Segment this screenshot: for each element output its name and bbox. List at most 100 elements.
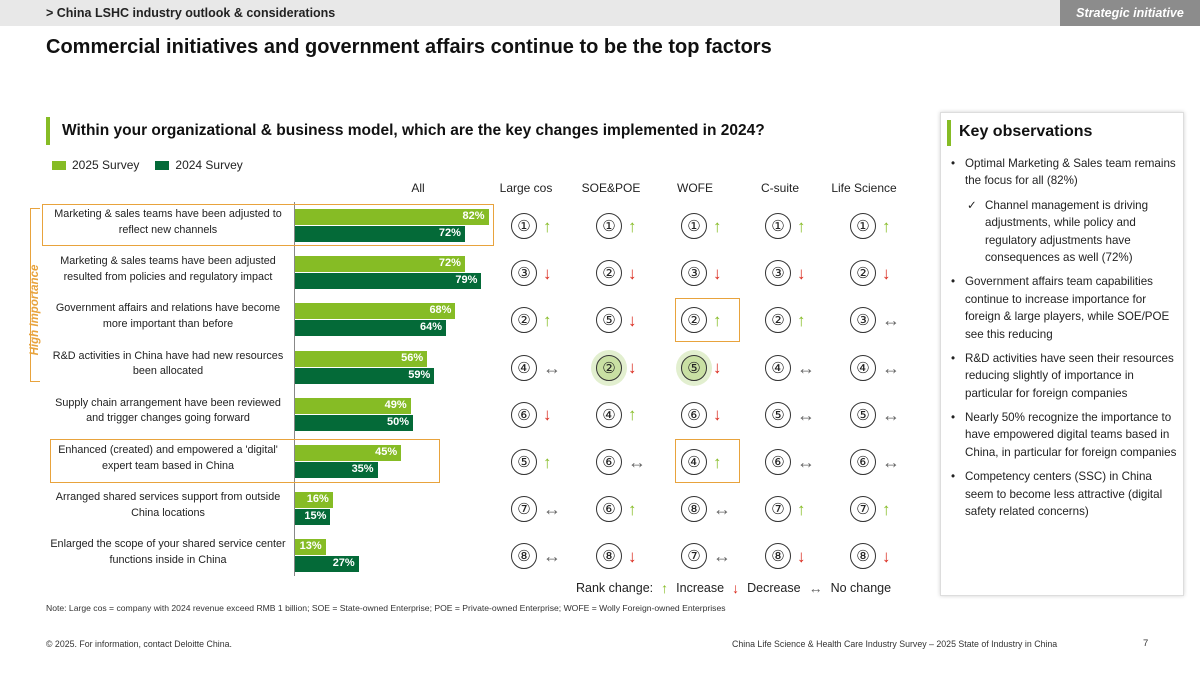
rank-cell: ⑦ ↑ xyxy=(765,494,825,524)
rank-number: ④ xyxy=(765,354,791,381)
chart-question: Within your organizational & business mo… xyxy=(62,122,765,139)
rank-cell: ⑦ ↔ xyxy=(681,541,741,571)
observations-list: Optimal Marketing & Sales team remains t… xyxy=(951,155,1181,527)
no-change-arrow-icon: ↔ xyxy=(797,404,815,425)
legend-label-2025: 2025 Survey xyxy=(72,158,140,172)
rank-number: ① xyxy=(765,213,791,239)
rank-cell: ③ ↔ xyxy=(850,305,910,335)
decrease-arrow-icon: ↓ xyxy=(713,405,722,425)
rank-cell: ⑥ ↔ xyxy=(850,447,910,477)
rank-number: ② xyxy=(681,307,707,334)
decrease-arrow-icon: ↓ xyxy=(732,580,740,596)
rank-number: ⑥ xyxy=(511,401,537,428)
rank-cell: ⑧ ↓ xyxy=(850,541,910,571)
increase-arrow-icon: ↑ xyxy=(661,580,669,596)
decrease-arrow-icon: ↓ xyxy=(713,358,722,378)
rank-cell: ② ↑ xyxy=(765,305,825,335)
bar-2024-survey: 27% xyxy=(295,556,359,573)
rank-cell: ① ↑ xyxy=(850,211,910,241)
rank-number: ⑧ xyxy=(765,543,791,570)
rank-legend-title: Rank change: xyxy=(576,581,654,595)
bar-value-label: 64% xyxy=(420,321,443,334)
rank-number: ⑤ xyxy=(511,449,537,475)
rank-number: ⑦ xyxy=(850,496,876,523)
bar-2025-survey: 45% xyxy=(295,445,402,461)
observations-title: Key observations xyxy=(959,123,1093,140)
rank-cell: ⑥ ↑ xyxy=(596,494,656,524)
bar-value-label: 79% xyxy=(455,274,478,287)
bar-value-label: 49% xyxy=(384,398,407,411)
page-number: 7 xyxy=(1143,638,1149,649)
no-change-arrow-icon: ↔ xyxy=(808,580,823,596)
bar-2025-survey: 72% xyxy=(295,256,465,273)
rank-number: ⑧ xyxy=(850,543,876,570)
observation-item: Optimal Marketing & Sales team remains t… xyxy=(951,155,1181,190)
legend-label-2024: 2024 Survey xyxy=(175,158,243,172)
no-change-arrow-icon: ↔ xyxy=(543,499,561,520)
observation-item: Nearly 50% recognize the importance to h… xyxy=(951,409,1181,461)
bar-value-label: 82% xyxy=(462,210,485,222)
increase-arrow-icon: ↑ xyxy=(628,499,637,519)
rank-cell: ④ ↔ xyxy=(765,353,825,383)
observation-item: Competency centers (SSC) in China seem t… xyxy=(951,468,1181,520)
rank-cell: ④ ↑ xyxy=(596,400,656,430)
observation-subitem: Channel management is driving adjustment… xyxy=(951,197,1181,267)
bar-2024-survey: 59% xyxy=(295,367,435,384)
bar-value-label: 56% xyxy=(401,351,424,364)
bar-value-label: 59% xyxy=(408,368,431,381)
top-bar xyxy=(0,0,1200,26)
decrease-arrow-icon: ↓ xyxy=(713,263,722,283)
rank-cell: ⑥ ↔ xyxy=(596,447,656,477)
rank-number: ③ xyxy=(511,260,537,287)
column-header-c-suite: C-suite xyxy=(760,181,799,195)
rank-number: ② xyxy=(850,260,876,287)
column-header-large-cos: Large cos xyxy=(499,181,553,195)
rank-cell: ⑤ ↓ xyxy=(681,353,741,383)
bar-2024-survey: 79% xyxy=(295,273,482,290)
row-label: Supply chain arrangement have been revie… xyxy=(55,396,281,425)
no-change-arrow-icon: ↔ xyxy=(713,499,731,520)
row-label: Enhanced (created) and empowered a 'digi… xyxy=(58,444,278,472)
rank-cell: ② ↓ xyxy=(596,353,656,383)
rank-cell: ② ↑ xyxy=(511,305,571,335)
bar-2024-survey: 72% xyxy=(295,226,465,242)
chart-axis xyxy=(294,202,295,576)
no-change-arrow-icon: ↔ xyxy=(543,546,561,567)
footnote: Note: Large cos = company with 2024 reve… xyxy=(46,603,726,613)
rank-cell: ① ↑ xyxy=(765,211,825,241)
increase-arrow-icon: ↑ xyxy=(713,216,722,236)
legend-item-2024: 2024 Survey xyxy=(155,158,243,172)
increase-arrow-icon: ↑ xyxy=(797,310,806,330)
rank-cell: ① ↑ xyxy=(681,211,741,241)
rank-cell: ③ ↓ xyxy=(511,258,571,288)
rank-cell: ④ ↔ xyxy=(850,353,910,383)
highlight-box-wofe-row-6 xyxy=(675,439,740,483)
rank-number: ④ xyxy=(596,401,622,428)
no-change-arrow-icon: ↔ xyxy=(882,404,900,425)
highlight-box-row-1 xyxy=(42,204,494,246)
rank-number: ⑥ xyxy=(596,449,622,475)
bar-2025-survey: 56% xyxy=(295,350,428,367)
increase-arrow-icon: ↑ xyxy=(543,452,552,472)
rank-cell: ⑥ ↔ xyxy=(765,447,825,477)
observation-item: Government affairs team capabilities con… xyxy=(951,273,1181,343)
high-importance-text: High Importance xyxy=(29,264,41,356)
bar-value-label: 50% xyxy=(386,415,409,428)
question-accent-bar xyxy=(46,117,50,145)
increase-arrow-icon: ↑ xyxy=(628,405,637,425)
increase-arrow-icon: ↑ xyxy=(713,310,722,330)
bar-2024-survey: 50% xyxy=(295,414,413,431)
rank-number: ⑥ xyxy=(596,496,622,523)
breadcrumb: > China LSHC industry outlook & consider… xyxy=(46,6,336,20)
rank-change-legend: Rank change: ↑ Increase ↓ Decrease ↔ No … xyxy=(576,581,891,595)
increase-arrow-icon: ↑ xyxy=(543,310,552,330)
rank-cell: ③ ↓ xyxy=(681,258,741,288)
rank-number: ⑥ xyxy=(765,449,791,475)
increase-arrow-icon: ↑ xyxy=(882,499,891,519)
rank-number: ② xyxy=(765,307,791,334)
no-change-arrow-icon: ↔ xyxy=(882,452,900,472)
no-change-arrow-icon: ↔ xyxy=(797,357,815,378)
rank-cell: ⑥ ↓ xyxy=(511,400,571,430)
rank-cell: ⑤ ↓ xyxy=(596,305,656,335)
high-importance-label: High Importance xyxy=(12,246,48,386)
